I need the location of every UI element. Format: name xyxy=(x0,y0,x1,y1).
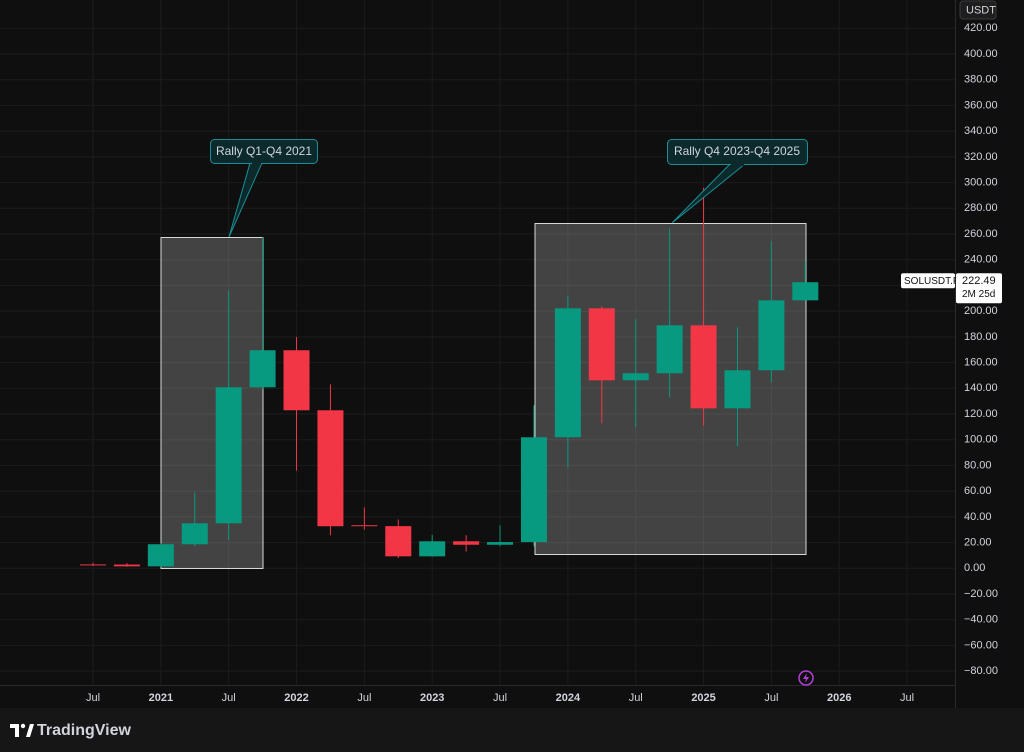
candle-body xyxy=(351,525,378,527)
x-tick-label: Jul xyxy=(900,692,914,704)
y-tick-label: 400.00 xyxy=(964,48,998,60)
candle-body xyxy=(690,325,717,409)
candle-body xyxy=(656,325,683,374)
brand-name: TradingView xyxy=(37,722,132,739)
candle-body xyxy=(520,437,547,543)
lightning-icon[interactable] xyxy=(798,670,814,686)
candle-body xyxy=(113,564,140,567)
x-tick-label: 2022 xyxy=(284,692,308,704)
y-tick-label: 260.00 xyxy=(964,228,998,240)
x-tick-label: 2026 xyxy=(827,692,851,704)
x-tick-label: Jul xyxy=(86,692,100,704)
y-tick-label: −40.00 xyxy=(964,614,998,626)
symbol-name: SOLUSDT.P xyxy=(904,276,960,287)
candle-body xyxy=(419,541,446,557)
y-tick-label: 120.00 xyxy=(964,408,998,420)
candles xyxy=(80,187,819,567)
rally-box-2 xyxy=(534,223,807,555)
y-tick-label: −20.00 xyxy=(964,588,998,600)
currency[interactable]: USDT xyxy=(966,4,996,16)
y-tick-label: 20.00 xyxy=(964,536,992,548)
footer xyxy=(0,708,1024,752)
y-tick-label: 300.00 xyxy=(964,176,998,188)
callout-box xyxy=(210,139,318,164)
x-tick-label: 2024 xyxy=(556,692,581,704)
x-tick-label: 2023 xyxy=(420,692,444,704)
x-tick-label: Jul xyxy=(629,692,643,704)
candle-body xyxy=(283,350,310,411)
y-tick-label: 340.00 xyxy=(964,125,998,137)
candle-body xyxy=(215,387,242,524)
candle-body xyxy=(181,523,208,545)
y-tick-label: 60.00 xyxy=(964,485,992,497)
candle-body xyxy=(622,373,649,381)
candle-body xyxy=(554,308,581,438)
lightning-bolt xyxy=(803,673,809,683)
y-tick-label: 280.00 xyxy=(964,202,998,214)
y-tick-label: 160.00 xyxy=(964,356,998,368)
y-tick-label: 320.00 xyxy=(964,151,998,163)
logo-mark xyxy=(20,723,26,729)
candle-body xyxy=(724,370,751,409)
y-tick-label: 420.00 xyxy=(964,22,998,34)
y-tick-label: 240.00 xyxy=(964,254,998,266)
callout-joint xyxy=(252,162,261,165)
x-tick-label: 2025 xyxy=(691,692,715,704)
symbol-badge xyxy=(901,273,955,289)
candle-body xyxy=(317,410,344,527)
brand-logo[interactable]: TradingView xyxy=(10,722,132,739)
candle-body xyxy=(588,308,615,381)
logo-mark xyxy=(10,724,19,737)
y-tick-label: 40.00 xyxy=(964,511,992,523)
candle-body xyxy=(453,541,480,545)
x-tick-label: 2021 xyxy=(149,692,173,704)
rally-box-1 xyxy=(160,237,264,569)
y-tick-label: 100.00 xyxy=(964,434,998,446)
x-tick-label: Jul xyxy=(493,692,507,704)
candle-body xyxy=(385,526,412,557)
callout-joint xyxy=(731,163,744,166)
y-tick-label: 380.00 xyxy=(964,74,998,86)
currency-badge[interactable] xyxy=(959,0,997,20)
y-tick-label: 80.00 xyxy=(964,459,992,471)
x-tick-label: Jul xyxy=(357,692,371,704)
last-price: 222.49 xyxy=(962,275,996,287)
x-tick-label: Jul xyxy=(764,692,778,704)
annotation: Rally Q1-Q4 2021 xyxy=(216,144,312,158)
y-tick-label: 360.00 xyxy=(964,99,998,111)
x-tick-label: Jul xyxy=(222,692,236,704)
candle-body xyxy=(487,542,514,545)
candle-body xyxy=(792,282,819,301)
candle-body xyxy=(80,564,106,566)
y-tick-label: 0.00 xyxy=(964,562,985,574)
y-tick-label: 180.00 xyxy=(964,331,998,343)
grid xyxy=(0,0,955,685)
annotation: Rally Q4 2023-Q4 2025 xyxy=(674,144,800,158)
y-tick-label: 140.00 xyxy=(964,382,998,394)
candle-body xyxy=(147,544,174,567)
candle-body xyxy=(249,350,276,388)
logo-mark xyxy=(26,724,34,737)
countdown: 2M 25d xyxy=(962,289,995,300)
price-badge xyxy=(956,273,1002,304)
y-tick-label: −80.00 xyxy=(964,665,998,677)
candle-body xyxy=(758,300,785,371)
y-tick-label: 200.00 xyxy=(964,305,998,317)
y-tick-label: −60.00 xyxy=(964,639,998,651)
